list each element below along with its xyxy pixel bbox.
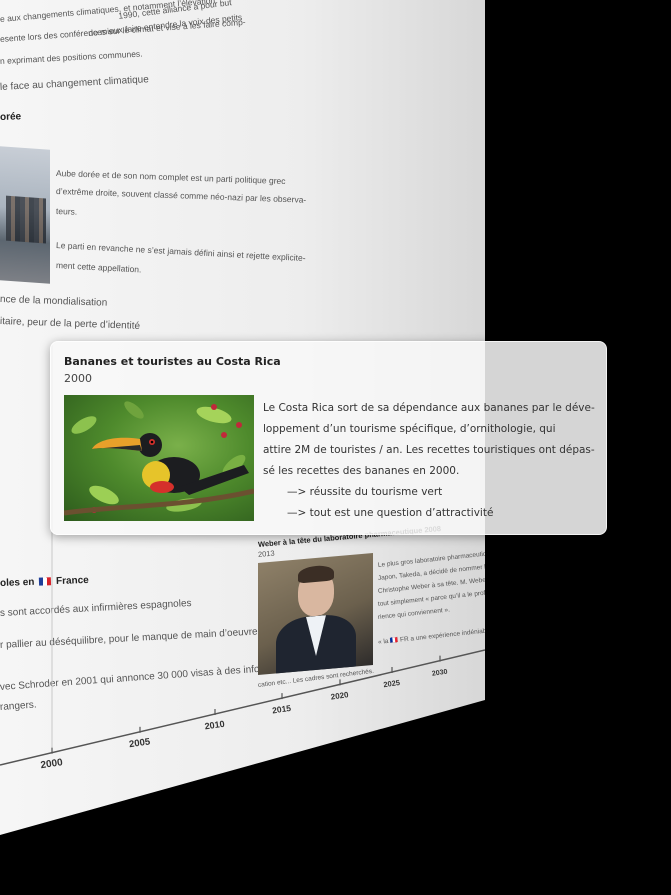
bg-text: itaire, peur de la perte d’identité (0, 316, 141, 332)
bg-text: « la 🇫🇷 FR a une expérience indéniable d… (377, 623, 526, 646)
popup-line: Le Costa Rica sort de sa dépendance aux … (263, 402, 595, 414)
bg-text: rience qui conviennent ». (377, 606, 451, 621)
france-flag-icon (39, 577, 52, 586)
bg-text: teurs. (55, 206, 78, 217)
timeline-year-label: 2010 (204, 719, 225, 732)
bg-text: Le parti en revanche ne s’est jamais déf… (55, 240, 306, 264)
timeline-year-label: 2025 (383, 678, 401, 689)
timeline-year-label: 2005 (128, 736, 151, 750)
popup-title: Bananes et touristes au Costa Rica (64, 355, 281, 368)
popup-line: loppement d’un tourisme spécifique, d’or… (263, 423, 556, 435)
section-heading: orée (0, 111, 22, 123)
bg-text: r pallier au déséquilibre, pour le manqu… (0, 625, 283, 651)
popup-year: 2000 (64, 372, 92, 385)
timeline-year-label: 2030 (432, 669, 449, 678)
popup-bullet: —> tout est une question d’attractivité (287, 507, 494, 519)
timeline-year-label: 2020 (330, 690, 349, 701)
bg-text: vec Schroder en 2001 qui annonce 30 000 … (0, 662, 286, 693)
bg-text: s sont accordés aux infirmières espagnol… (0, 597, 192, 619)
timeline-year-label: 2015 (272, 703, 292, 716)
bg-text: Aube dorée et de son nom complet est un … (55, 168, 286, 187)
bg-text: d’extrême droite, souvent classé comme n… (55, 186, 307, 205)
bg-text: n exprimant des positions communes. (0, 48, 143, 66)
bg-text: rangers. (0, 699, 37, 713)
bg-text: ment cette appellation. (55, 260, 142, 275)
popup-bullet: —> réussite du tourisme vert (287, 486, 443, 498)
popup-description: Le Costa Rica sort de sa dépendance aux … (263, 398, 598, 524)
weber-portrait (258, 552, 373, 676)
popup-line: sé les recettes des bananes en 2000. (263, 465, 460, 477)
crowd-photo (0, 146, 50, 284)
toucan-photo (64, 395, 254, 521)
bg-text: le face au changement climatique (0, 74, 150, 93)
card-year: 2013 (257, 548, 276, 559)
bg-text: esente lors des conférences sur le clima… (0, 16, 246, 44)
event-popup-card[interactable]: Bananes et touristes au Costa Rica 2000 (50, 341, 607, 535)
bg-text: nce de la mondialisation (0, 294, 108, 309)
section-heading: oles en France (0, 574, 89, 589)
timeline-year-label: 2000 (40, 757, 64, 771)
popup-line: attire 2M de touristes / an. Les recette… (263, 444, 595, 456)
